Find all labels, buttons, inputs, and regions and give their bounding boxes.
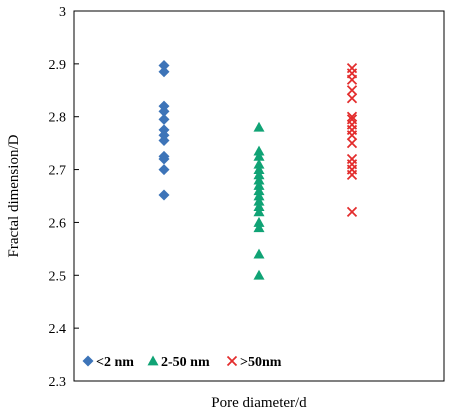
x-point bbox=[348, 86, 357, 95]
x-point bbox=[348, 94, 357, 103]
diamond-point bbox=[159, 189, 170, 200]
y-axis-label: Fractal dimension/D bbox=[6, 134, 22, 257]
x-axis-label: Pore diameter/d bbox=[211, 395, 307, 411]
x-point bbox=[348, 75, 357, 84]
diamond-point bbox=[159, 164, 170, 175]
y-tick-label: 2.5 bbox=[49, 269, 67, 284]
legend-label: <2 nm bbox=[96, 355, 134, 370]
x-point bbox=[348, 139, 357, 148]
y-tick-label: 2.9 bbox=[49, 58, 67, 73]
legend-triangle-icon bbox=[148, 356, 159, 366]
y-tick-label: 2.4 bbox=[49, 322, 67, 337]
x-point bbox=[348, 170, 357, 179]
y-tick-label: 3 bbox=[59, 5, 66, 20]
triangle-point bbox=[254, 270, 265, 280]
triangle-point bbox=[254, 206, 265, 216]
y-tick-label: 2.7 bbox=[49, 164, 67, 179]
triangle-point bbox=[254, 122, 265, 132]
diamond-point bbox=[159, 114, 170, 125]
y-tick-label: 2.8 bbox=[49, 111, 67, 126]
triangle-point bbox=[254, 249, 265, 259]
x-point bbox=[348, 131, 357, 140]
legend-x-icon bbox=[228, 357, 237, 366]
x-point bbox=[348, 207, 357, 216]
legend-diamond-icon bbox=[83, 356, 94, 367]
y-tick-label: 2.6 bbox=[49, 216, 67, 231]
legend-label: >50nm bbox=[240, 355, 282, 370]
legend-label: 2-50 nm bbox=[161, 355, 210, 370]
data-points bbox=[159, 60, 357, 280]
triangle-point bbox=[254, 222, 265, 232]
legend: <2 nm 2-50 nm >50nm bbox=[83, 355, 282, 370]
diamond-point bbox=[159, 66, 170, 77]
y-tick-label: 2.3 bbox=[49, 375, 67, 390]
